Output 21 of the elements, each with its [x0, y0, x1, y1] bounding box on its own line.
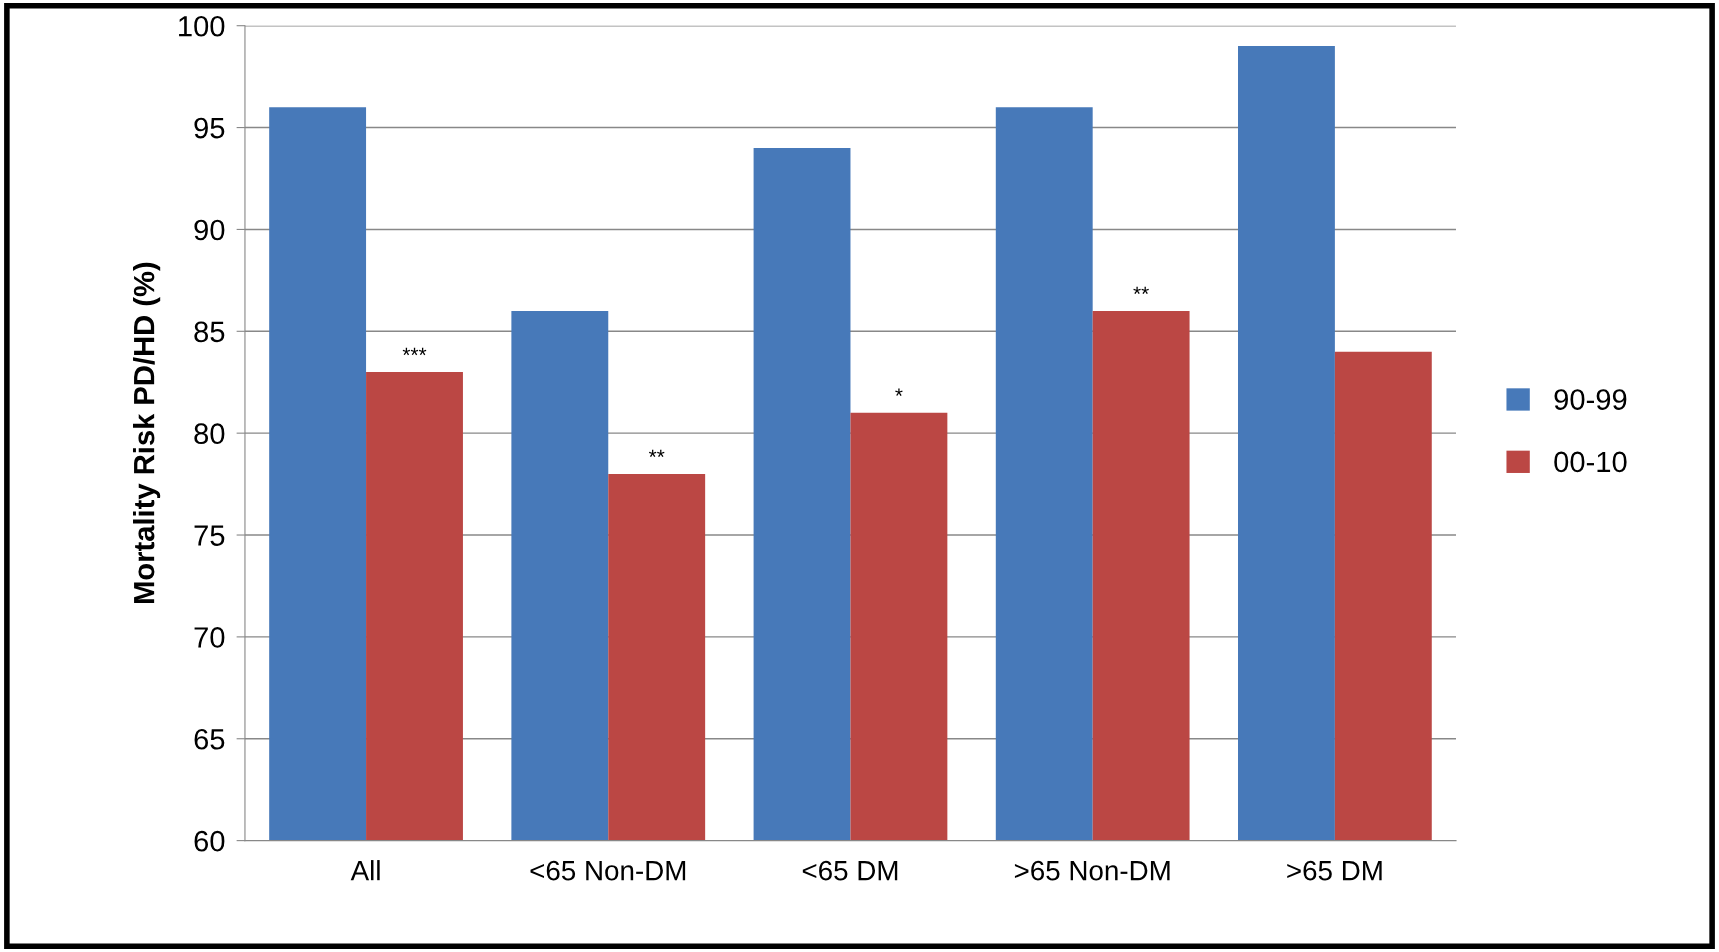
y-tick-label: 60	[194, 830, 225, 852]
annotation: ***	[402, 347, 427, 356]
y-tick-label: 95	[194, 117, 225, 139]
y-tick-label: 100	[179, 15, 225, 37]
annotation: **	[648, 449, 665, 458]
x-tick-label: >65 Non-DM	[1014, 860, 1170, 881]
x-tick-label: <65 DM	[802, 860, 898, 881]
y-tick-label: 70	[194, 627, 225, 648]
y-tick-label: 75	[194, 525, 225, 546]
y-tick-label: 90	[194, 219, 225, 241]
y-axis-title: Mortality Risk PD/HD (%)	[133, 262, 161, 603]
x-tick-label: All	[350, 860, 380, 881]
y-tick-label: 65	[194, 728, 225, 750]
y-tick-label: 85	[194, 321, 225, 343]
annotation: **	[1133, 286, 1149, 295]
legend-label: 00-10	[1554, 451, 1627, 473]
x-tick-label: >65 DM	[1287, 860, 1382, 881]
y-tick-label: 80	[194, 423, 225, 445]
annotation: *	[895, 388, 903, 396]
legend-label: 90-99	[1554, 389, 1627, 410]
x-tick-label: <65 Non-DM	[530, 860, 686, 881]
